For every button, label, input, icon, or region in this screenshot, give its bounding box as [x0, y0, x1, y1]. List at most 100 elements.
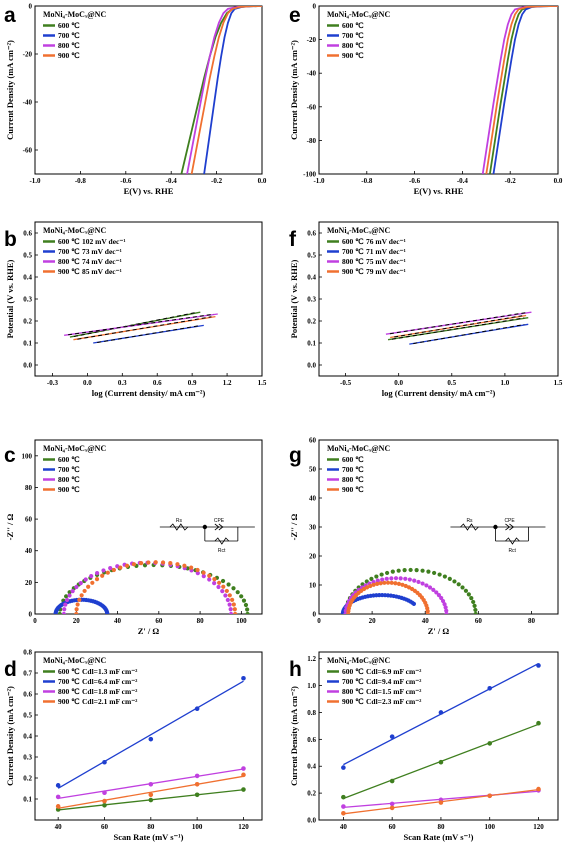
eis-point [82, 588, 87, 594]
legend-entry: 900 ℃ [342, 51, 364, 60]
data-point [487, 741, 493, 746]
eis-point [390, 569, 395, 574]
panel-a: -1.0 -0.8 -0.6 -0.4 -0.2 0.0 -60 -40 -20 0 E(V) vs… [4, 3, 267, 197]
panel-c: 0 20 40 60 80 100 0 20 40 60 80 100 Z' / Ω -Z'' / Ω c M… [4, 439, 263, 636]
x-tick-label: 60 [101, 823, 109, 831]
eis-point [460, 585, 465, 590]
eis-point [64, 597, 70, 603]
eis-point [57, 611, 62, 614]
tafel-fit [413, 324, 525, 345]
x-tick-label: 40 [55, 823, 63, 831]
x-tick-label: 60 [389, 823, 397, 831]
eis-point [389, 576, 394, 581]
data-point [536, 663, 541, 668]
x-tick-label: 0 [33, 617, 37, 625]
x-tick-label: 40 [422, 617, 430, 625]
legend-value: 102 mV dec⁻¹ [82, 237, 126, 246]
data-point [389, 801, 395, 807]
eis-point [77, 597, 82, 602]
x-tick-label: 120 [533, 823, 544, 831]
x-tick-label: 1.2 [223, 379, 232, 387]
y-tick-label: 0 [313, 611, 317, 619]
y-tick-label: 0.6 [23, 691, 32, 699]
legend-value: Cdl=1.8 mF cm⁻² [82, 687, 138, 696]
legend-value: Cdl=2.3 mF cm⁻² [366, 697, 422, 706]
eis-point [235, 590, 240, 595]
circuit-label-rct: Rct [508, 548, 516, 554]
plot-frame-c [34, 439, 263, 615]
x-tick-label: -0.6 [409, 177, 421, 185]
panel-b: -0.3 0.0 0.3 0.6 0.9 1.2 1.5 0.0 0.1 0.2 0.3 0.4 0.5… [4, 221, 267, 398]
data-point [341, 804, 346, 809]
data-point [194, 773, 200, 779]
y-tick-label: -100 [303, 171, 316, 179]
eis-point [83, 577, 88, 582]
data-point [241, 787, 246, 792]
eis-point [224, 588, 229, 594]
y-tick-label: -20 [23, 51, 33, 59]
legend-entry: 800 ℃ [58, 257, 80, 266]
data-point [102, 759, 107, 765]
plot-area-a [180, 6, 262, 174]
eis-point [70, 589, 75, 594]
y-tick-label: -60 [23, 147, 33, 155]
data-point [389, 805, 395, 811]
x-axis-label: E(V) vs. RHE [414, 186, 464, 196]
equivalent-circuit: Rs CPE Rct [159, 518, 255, 554]
tafel-line [385, 311, 532, 335]
y-tick-label: 0.4 [307, 274, 316, 282]
eis-point [233, 611, 238, 614]
panel-title: MoNi₄-MoCₓ@NC [43, 226, 106, 235]
legend-entry: 700 ℃ [58, 677, 80, 686]
eis-point [374, 574, 379, 579]
eis-point [444, 611, 449, 614]
eis-point [182, 563, 187, 568]
eis-point [396, 568, 401, 573]
eis-point [425, 611, 430, 614]
x-tick-label: 1.0 [501, 379, 510, 387]
y-tick-label: 1.0 [307, 682, 316, 690]
eis-point [63, 602, 68, 607]
legend-entry: 800 ℃ [342, 257, 364, 266]
x-tick-label: 80 [437, 823, 445, 831]
eis-point [442, 602, 447, 607]
y-tick-label: 60 [309, 437, 317, 445]
legend-entry: 600 ℃ [58, 667, 80, 676]
eis-point [447, 576, 452, 581]
y-tick-label: 0.8 [23, 649, 32, 657]
y-tick-label: 0.1 [307, 340, 316, 348]
legend-entry: 800 ℃ [342, 475, 364, 484]
equivalent-circuit: Rs CPE Rct [450, 518, 546, 554]
cpe-symbol [214, 523, 220, 531]
eis-point [100, 573, 105, 578]
y-tick-label: 20 [25, 579, 33, 587]
y-tick-label: 0.2 [307, 318, 316, 326]
legend-entry: 600 ℃ [342, 455, 364, 464]
y-tick-label: 20 [309, 553, 317, 561]
y-axis-label: -Z'' / Ω [5, 513, 15, 540]
legend-entry: 900 ℃ [58, 485, 80, 494]
plot-frame-e [318, 5, 559, 175]
x-tick-label: 60 [155, 617, 163, 625]
eis-point [427, 585, 433, 590]
panel-title: MoNi₄-MoCₓ@NC [327, 10, 390, 19]
panel-letter-b: b [4, 228, 17, 251]
y-tick-label: 0.6 [23, 230, 32, 238]
panel-letter-d: d [4, 658, 17, 681]
data-point [241, 675, 246, 681]
legend-entry: 800 ℃ [58, 687, 80, 696]
x-tick-label: 40 [340, 823, 348, 831]
eis-point [243, 602, 249, 608]
panel-letter-f: f [289, 228, 297, 251]
x-tick-label: -0.4 [166, 177, 178, 185]
y-tick-label: 0.4 [23, 733, 32, 741]
plot-frame-a [34, 5, 263, 175]
legend-entry: 900 ℃ [342, 267, 364, 276]
eis-point [216, 584, 221, 590]
y-tick-label: 0 [29, 3, 33, 11]
data-point [102, 790, 107, 795]
x-tick-label: -0.2 [505, 177, 517, 185]
eis-point [375, 581, 380, 586]
legend-entry: 700 ℃ [58, 247, 80, 256]
eis-point [412, 578, 417, 583]
